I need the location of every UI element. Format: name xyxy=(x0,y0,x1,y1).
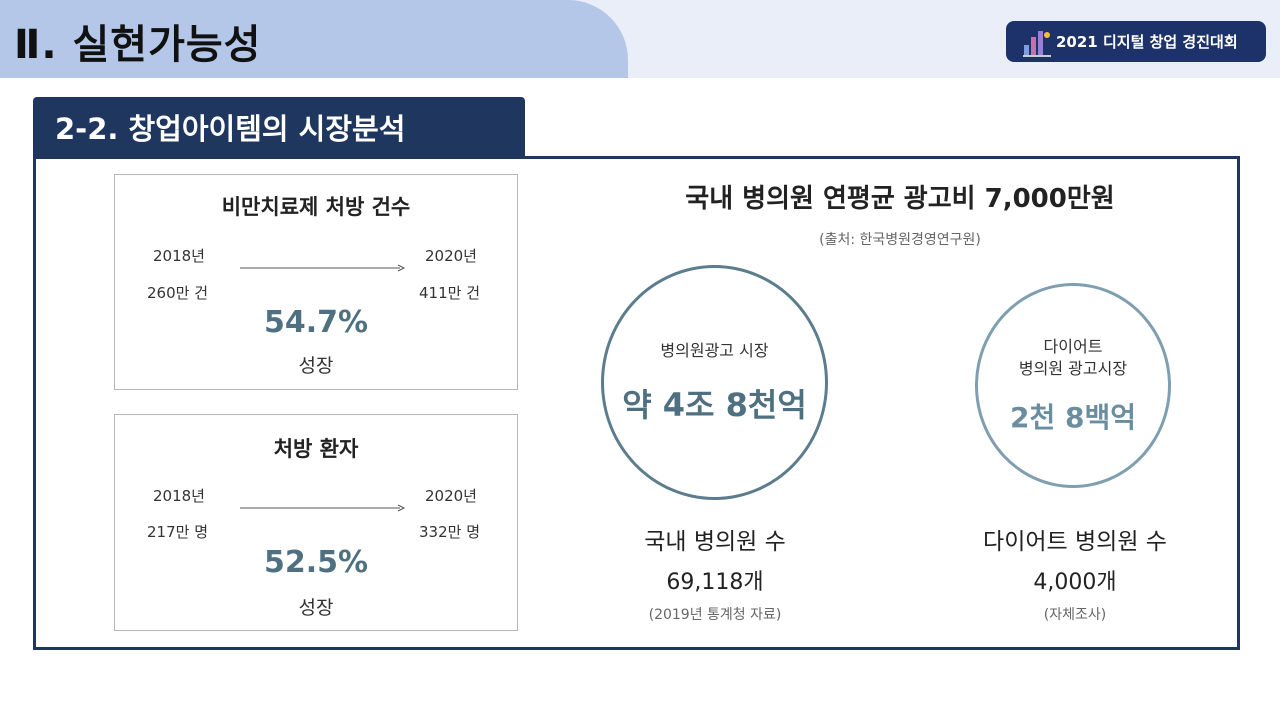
growth-label: 성장 xyxy=(298,597,334,619)
circle-value: 2천 8백억 xyxy=(1010,400,1136,434)
market-headline: 국내 병의원 연평균 광고비 7,000만원 xyxy=(685,184,1115,214)
to-year: 2020년 xyxy=(425,487,477,505)
prescription-count-card: 비만치료제 처방 건수 2018년 2020년 260만 건 411만 건 54… xyxy=(114,174,518,390)
contest-badge-text: 2021 디지털 창업 경진대회 xyxy=(1056,33,1238,51)
to-value: 332만 명 xyxy=(419,523,480,541)
circle-value: 약 4조 8천억 xyxy=(622,385,807,424)
card-title: 처방 환자 xyxy=(273,437,359,461)
growth-percent: 52.5% xyxy=(263,545,369,580)
to-value: 411만 건 xyxy=(419,284,480,302)
market-source: (출처: 한국병원경영연구원) xyxy=(819,232,981,248)
circle-label: 병의원광고 시장 xyxy=(660,340,769,360)
arrow-right-icon xyxy=(240,504,406,512)
diet-hospital-count-stat: 다이어트 병의원 수 4,000개 (자체조사) xyxy=(940,522,1210,624)
from-year: 2018년 xyxy=(153,247,205,265)
growth-label: 성장 xyxy=(298,355,334,377)
title-tab xyxy=(0,0,628,78)
stat-note: (자체조사) xyxy=(1043,607,1107,623)
card-title: 비만치료제 처방 건수 xyxy=(221,195,411,219)
prescription-patients-card: 처방 환자 2018년 2020년 217만 명 332만 명 52.5% 성장 xyxy=(114,414,518,631)
circle-label-line1: 다이어트 xyxy=(1043,336,1103,356)
stat-value: 4,000개 xyxy=(1033,570,1117,595)
to-year: 2020년 xyxy=(425,247,477,265)
stat-note: (2019년 통계청 자료) xyxy=(648,607,782,623)
from-value: 260만 건 xyxy=(147,284,208,302)
stat-label: 다이어트 병의원 수 xyxy=(983,529,1167,555)
stat-label: 국내 병의원 수 xyxy=(644,529,786,555)
hospital-count-stat: 국내 병의원 수 69,118개 (2019년 통계청 자료) xyxy=(580,522,850,624)
circle-label-line2: 병의원 광고시장 xyxy=(1018,358,1128,378)
diet-ad-market-circle: 다이어트 병의원 광고시장 2천 8백억 xyxy=(975,283,1171,488)
page-title: Ⅱ. 실현가능성 xyxy=(14,22,262,68)
from-value: 217만 명 xyxy=(147,523,208,541)
stat-value: 69,118개 xyxy=(666,570,764,595)
contest-badge: 2021 디지털 창업 경진대회 xyxy=(1006,21,1266,62)
hospital-ad-market-circle: 병의원광고 시장 약 4조 8천억 xyxy=(601,265,828,500)
section-title: 2-2. 창업아이템의 시장분석 xyxy=(33,97,525,157)
arrow-right-icon xyxy=(240,264,406,272)
growth-percent: 54.7% xyxy=(263,305,369,340)
contest-logo-icon xyxy=(1023,30,1051,57)
from-year: 2018년 xyxy=(153,487,205,505)
